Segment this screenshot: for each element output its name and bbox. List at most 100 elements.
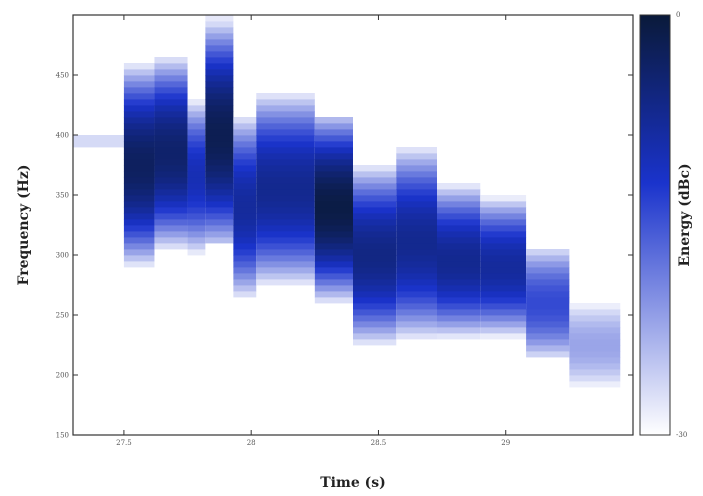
heatmap-cell (233, 147, 257, 154)
heatmap-cell (154, 165, 188, 172)
heatmap-cell (73, 135, 124, 142)
heatmap-cell (396, 225, 437, 232)
heatmap-cell (154, 231, 188, 238)
heatmap-cell (569, 327, 621, 334)
heatmap-cell (187, 207, 206, 214)
heatmap-cell (256, 201, 315, 208)
colorbar: 0 -30 Energy (dBc) (639, 11, 693, 439)
heatmap-cell (396, 237, 437, 244)
heatmap-cell (205, 57, 234, 64)
heatmap-cell (314, 243, 353, 250)
heatmap-cell (233, 291, 257, 298)
heatmap-cell (123, 237, 155, 244)
heatmap-cell (396, 333, 437, 340)
heatmap-cell (314, 159, 353, 166)
y-axis-label: Frequency (Hz) (16, 165, 32, 286)
heatmap-cell (256, 189, 315, 196)
heatmap-cell (569, 315, 621, 322)
heatmap-cell (569, 321, 621, 328)
heatmap-cell (437, 261, 481, 268)
heatmap-cell (123, 147, 155, 154)
heatmap-cell (480, 327, 527, 334)
heatmap-cell (353, 261, 397, 268)
heatmap-cell (437, 255, 481, 262)
heatmap-cell (187, 195, 206, 202)
heatmap-cell (205, 51, 234, 58)
heatmap-cell (396, 249, 437, 256)
y-tick-label: 350 (56, 192, 69, 200)
heatmap-cell (396, 153, 437, 160)
heatmap-cell (205, 165, 234, 172)
heatmap-cell (123, 183, 155, 190)
heatmap-cell (205, 177, 234, 184)
heatmap-cell (526, 315, 570, 322)
heatmap-cell (256, 129, 315, 136)
heatmap-cell (233, 261, 257, 268)
heatmap-cell (480, 201, 527, 208)
heatmap-cell (256, 99, 315, 106)
heatmap-cell (256, 135, 315, 142)
heatmap-cell (154, 111, 188, 118)
heatmap-cell (480, 261, 527, 268)
heatmap-cell (205, 69, 234, 76)
heatmap-cell (353, 339, 397, 346)
heatmap-cell (154, 63, 188, 70)
heatmap-cell (526, 285, 570, 292)
heatmap-cell (205, 207, 234, 214)
heatmap-cell (353, 273, 397, 280)
heatmap-cell (526, 279, 570, 286)
heatmap-cell (256, 111, 315, 118)
heatmap-cell (437, 207, 481, 214)
heatmap-cell (480, 255, 527, 262)
heatmap-cell (187, 225, 206, 232)
heatmap-cell (256, 273, 315, 280)
heatmap-cell (233, 237, 257, 244)
heatmap-cell (123, 111, 155, 118)
heatmap-cell (154, 183, 188, 190)
heatmap-cell (256, 219, 315, 226)
heatmap-cell (569, 363, 621, 370)
heatmap-cell (437, 273, 481, 280)
heatmap-cell (233, 123, 257, 130)
heatmap-cell (353, 255, 397, 262)
heatmap-cell (526, 351, 570, 358)
heatmap-cell (154, 237, 188, 244)
heatmap-cell (256, 261, 315, 268)
heatmap-cell (480, 285, 527, 292)
heatmap-cell (187, 123, 206, 130)
heatmap-cell (123, 87, 155, 94)
heatmap-cell (256, 93, 315, 100)
heatmap-cell (123, 69, 155, 76)
heatmap-cell (314, 177, 353, 184)
heatmap-cell (437, 231, 481, 238)
heatmap-cell (353, 321, 397, 328)
heatmap-cell (205, 33, 234, 40)
heatmap-cell (314, 231, 353, 238)
heatmap-cell (437, 297, 481, 304)
heatmap-cell (123, 75, 155, 82)
heatmap-cell (314, 171, 353, 178)
heatmap-cell (233, 177, 257, 184)
heatmap-cell (205, 111, 234, 118)
heatmap-cell (154, 69, 188, 76)
heatmap-cell (480, 195, 527, 202)
heatmap-cell (314, 189, 353, 196)
heatmap-cell (396, 309, 437, 316)
colorbar-gradient (639, 14, 671, 436)
heatmap-cell (569, 357, 621, 364)
heatmap-cell (396, 279, 437, 286)
heatmap-cell (437, 219, 481, 226)
heatmap-cell (353, 189, 397, 196)
heatmap-cell (233, 219, 257, 226)
heatmap-cell (256, 141, 315, 148)
heatmap-cell (314, 117, 353, 124)
heatmap-cell (187, 129, 206, 136)
heatmap-cell (314, 141, 353, 148)
heatmap-cell (187, 165, 206, 172)
heatmap-cell (480, 303, 527, 310)
heatmap-cell (396, 327, 437, 334)
heatmap-cell (396, 201, 437, 208)
heatmap-cell (480, 207, 527, 214)
y-axis-ticks: 150 200 250 300 350 400 450 (56, 72, 633, 440)
